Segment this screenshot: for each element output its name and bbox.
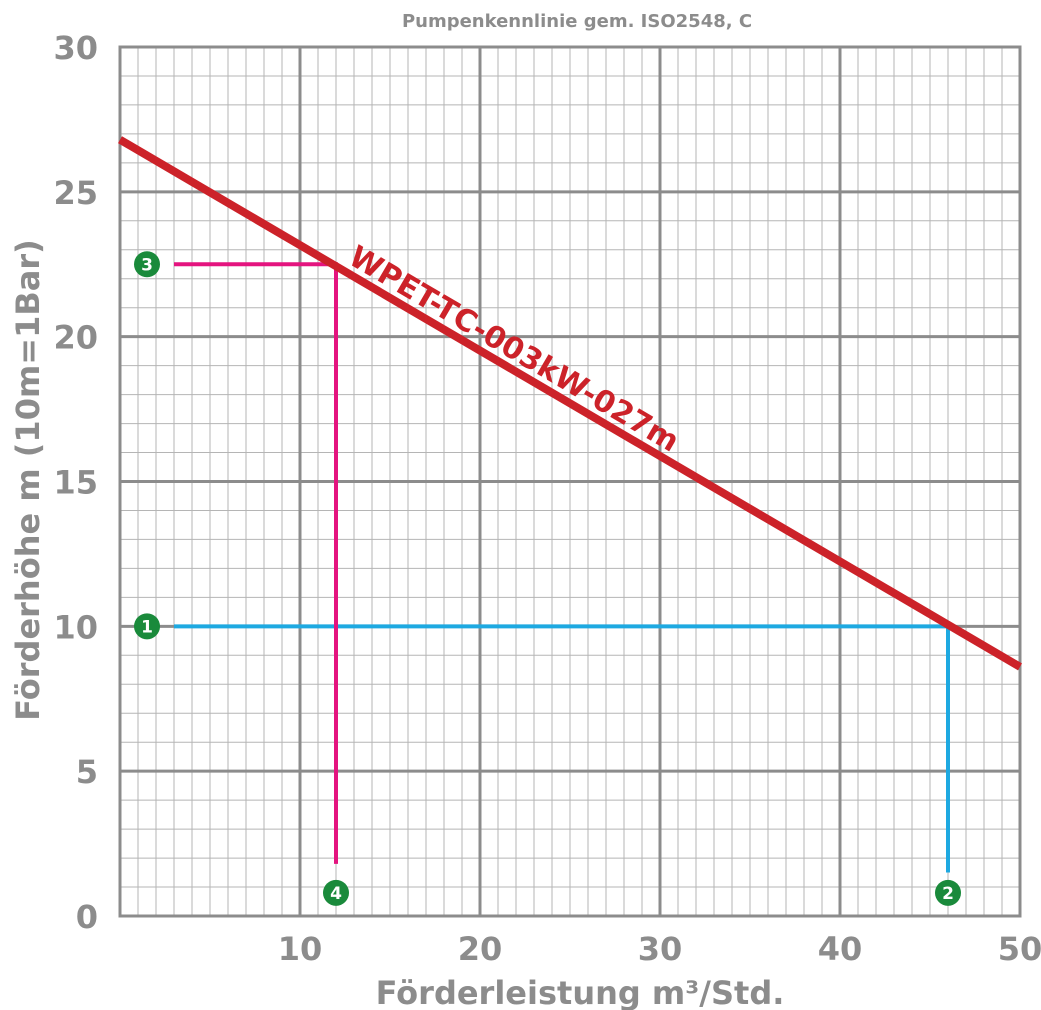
x-tick-label: 10 [278,930,323,968]
marker-layer: 1 2 3 4 [134,251,961,906]
marker-1-label: 1 [141,617,153,637]
guide-line-1 [174,624,950,873]
y-tick-label: 5 [76,753,98,791]
marker-1-badge [134,613,160,640]
x-tick-label: 20 [458,930,503,968]
marker-2-label: 2 [942,884,954,904]
marker-4-label: 4 [330,884,342,904]
x-tick-label: 50 [998,930,1041,968]
x-axis-label: Förderleistung m³/Std. [376,974,785,1010]
marker-3-label: 3 [141,255,153,275]
tick-labels: 10 20 30 40 50 0 5 10 15 20 25 30 [53,29,1041,968]
y-tick-label: 25 [53,174,98,212]
pump-curve-label: WPET-TC-003kW-027m [343,239,685,459]
y-tick-label: 10 [53,608,98,646]
pump-curve-line [117,136,1023,671]
x-tick-label: 40 [818,930,863,968]
marker-4-badge [323,879,349,906]
y-tick-label: 0 [76,898,98,936]
chart-title: Pumpenkennlinie gem. ISO2548, C [402,11,752,32]
x-tick-label: 30 [638,930,683,968]
marker-3-badge [134,251,160,278]
y-tick-label: 30 [53,29,98,67]
y-axis-label: Förderhöhe m (10m=1Bar) [9,239,47,721]
y-tick-label: 20 [53,319,98,357]
plot-frame [118,45,1022,918]
y-tick-label: 15 [53,464,98,502]
guide-line-2 [174,262,338,864]
marker-2-badge [935,879,961,906]
